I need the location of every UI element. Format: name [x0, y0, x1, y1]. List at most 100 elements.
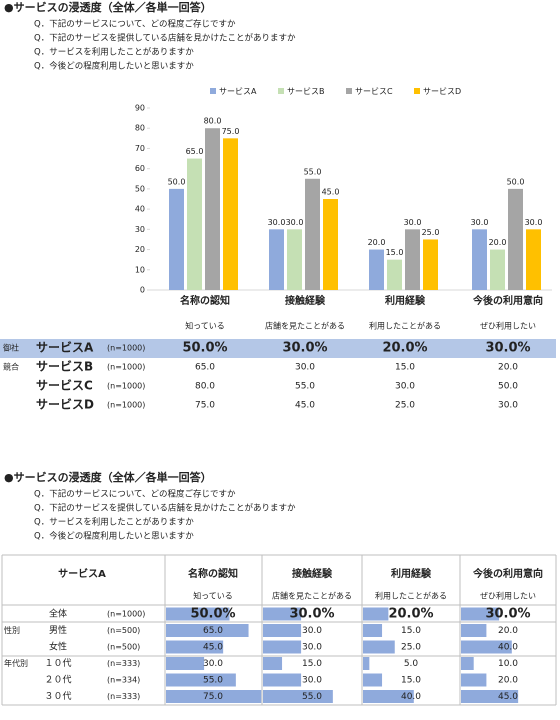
- cell-bar: [263, 640, 302, 654]
- column-note: 利用したことがある: [375, 591, 447, 601]
- section-title: ●サービスの浸透度（全体／各単一回答）: [4, 470, 212, 484]
- cell-bar: [461, 690, 519, 703]
- cell-value: 30.0: [302, 676, 322, 686]
- cell-value: 15.0: [401, 626, 421, 636]
- row-label: ３０代: [44, 691, 71, 702]
- legend-label: サービスD: [423, 87, 461, 96]
- cell-value: 55.0: [203, 676, 223, 686]
- y-tick-label: 80: [135, 124, 145, 133]
- value-label: 20.0: [489, 238, 507, 247]
- row-n: (n=334): [107, 676, 140, 685]
- legend-swatch: [278, 88, 284, 94]
- cell-bar: [263, 673, 302, 687]
- value-label: 30.0: [404, 218, 422, 227]
- bar: [490, 249, 505, 290]
- highlight-row: [0, 339, 556, 358]
- cell-value: 45.0: [295, 401, 315, 411]
- cell-value: 80.0: [195, 382, 215, 392]
- cell-bar: [166, 624, 249, 637]
- cell-value: 45.0: [203, 643, 223, 653]
- cell-bar: [363, 673, 383, 687]
- legend-label: サービスA: [219, 87, 257, 96]
- y-tick-label: 0: [140, 286, 145, 295]
- row-name: サービスA: [36, 340, 94, 355]
- value-label: 30.0: [268, 218, 286, 227]
- cell-value: 20.0%: [382, 341, 427, 356]
- question: Q．下記のサービスを提供している店舗を見かけたことがありますか: [34, 33, 296, 44]
- value-label: 30.0: [471, 218, 489, 227]
- question: Q．サービスを利用したことがありますか: [34, 517, 194, 528]
- cell-bar: [166, 640, 224, 654]
- cell-value: 15.0: [395, 363, 415, 373]
- question: Q．下記のサービスについて、どの程度ご存じですか: [34, 489, 236, 500]
- bar: [369, 249, 384, 290]
- column-note: ぜひ利用したい: [480, 591, 536, 601]
- column-note: 店舗を見たことがある: [272, 591, 352, 601]
- y-tick-label: 90: [135, 104, 145, 113]
- value-label: 55.0: [304, 167, 322, 176]
- table-header: サービスA: [58, 567, 106, 580]
- cell-bar: [461, 624, 487, 637]
- cell-value: 65.0: [195, 363, 215, 373]
- bar: [187, 158, 202, 290]
- value-label: 50.0: [507, 177, 525, 186]
- cell-value: 30.0: [295, 363, 315, 373]
- row-group: 年代別: [4, 658, 28, 668]
- row-label: ２０代: [44, 675, 71, 686]
- cell-value: 20.0%: [388, 607, 433, 622]
- cell-bar: [166, 690, 262, 703]
- bar: [472, 229, 487, 290]
- y-tick-label: 10: [135, 265, 145, 274]
- cell-value: 30.0: [302, 626, 322, 636]
- cell-value: 5.0: [404, 659, 419, 669]
- row-label: 女性: [49, 641, 67, 653]
- column-head: 名称の認知: [188, 567, 238, 580]
- cell-bar: [166, 657, 205, 670]
- cell-value: 55.0: [295, 382, 315, 392]
- value-label: 45.0: [322, 188, 340, 197]
- value-label: 20.0: [368, 238, 386, 247]
- row-n: (n=1000): [107, 363, 145, 372]
- cell-value: 15.0: [302, 659, 322, 669]
- cell-value: 30.0%: [289, 607, 334, 622]
- row-group: 御社: [3, 343, 19, 353]
- bar: [387, 259, 402, 290]
- cell-bar: [461, 607, 500, 621]
- column-note: 知っている: [193, 591, 233, 601]
- value-label: 50.0: [168, 177, 186, 186]
- column-head: 今後の利用意向: [472, 567, 543, 580]
- cell-bar: [166, 607, 230, 621]
- bar: [423, 239, 438, 290]
- table-frame: [1, 554, 557, 706]
- bar: [205, 128, 220, 290]
- legend-swatch: [414, 88, 420, 94]
- cell-value: 40.0: [401, 692, 421, 702]
- cell-value: 20.0: [498, 363, 518, 373]
- row-name: サービスB: [36, 359, 93, 374]
- cell-bar: [166, 673, 236, 687]
- question: Q．今後どの程度利用したいと思いますか: [34, 61, 194, 72]
- bar: [269, 229, 284, 290]
- value-label: 65.0: [186, 147, 204, 156]
- y-tick-label: 40: [135, 205, 145, 214]
- category-note: 利用したことがある: [369, 321, 441, 331]
- category-note: 知っている: [185, 321, 225, 331]
- cell-bar: [263, 624, 302, 637]
- cell-value: 30.0: [302, 643, 322, 653]
- value-label: 25.0: [422, 228, 440, 237]
- question: Q．下記のサービスを提供している店舗を見かけたことがありますか: [34, 503, 296, 514]
- row-n: (n=333): [107, 692, 140, 701]
- cell-value: 30.0%: [485, 341, 530, 356]
- cell-value: 30.0%: [282, 341, 327, 356]
- value-label: 80.0: [204, 117, 222, 126]
- category-label: 利用経験: [385, 294, 426, 307]
- column-head: 利用経験: [391, 567, 432, 580]
- cell-bar: [363, 624, 383, 637]
- column-head: 接触経験: [292, 567, 333, 580]
- y-tick-label: 30: [135, 225, 145, 234]
- question: Q．サービスを利用したことがありますか: [34, 47, 194, 58]
- cell-bar: [263, 690, 333, 703]
- value-label: 30.0: [286, 218, 304, 227]
- value-label: 15.0: [386, 248, 404, 257]
- cell-value: 30.0%: [485, 607, 530, 622]
